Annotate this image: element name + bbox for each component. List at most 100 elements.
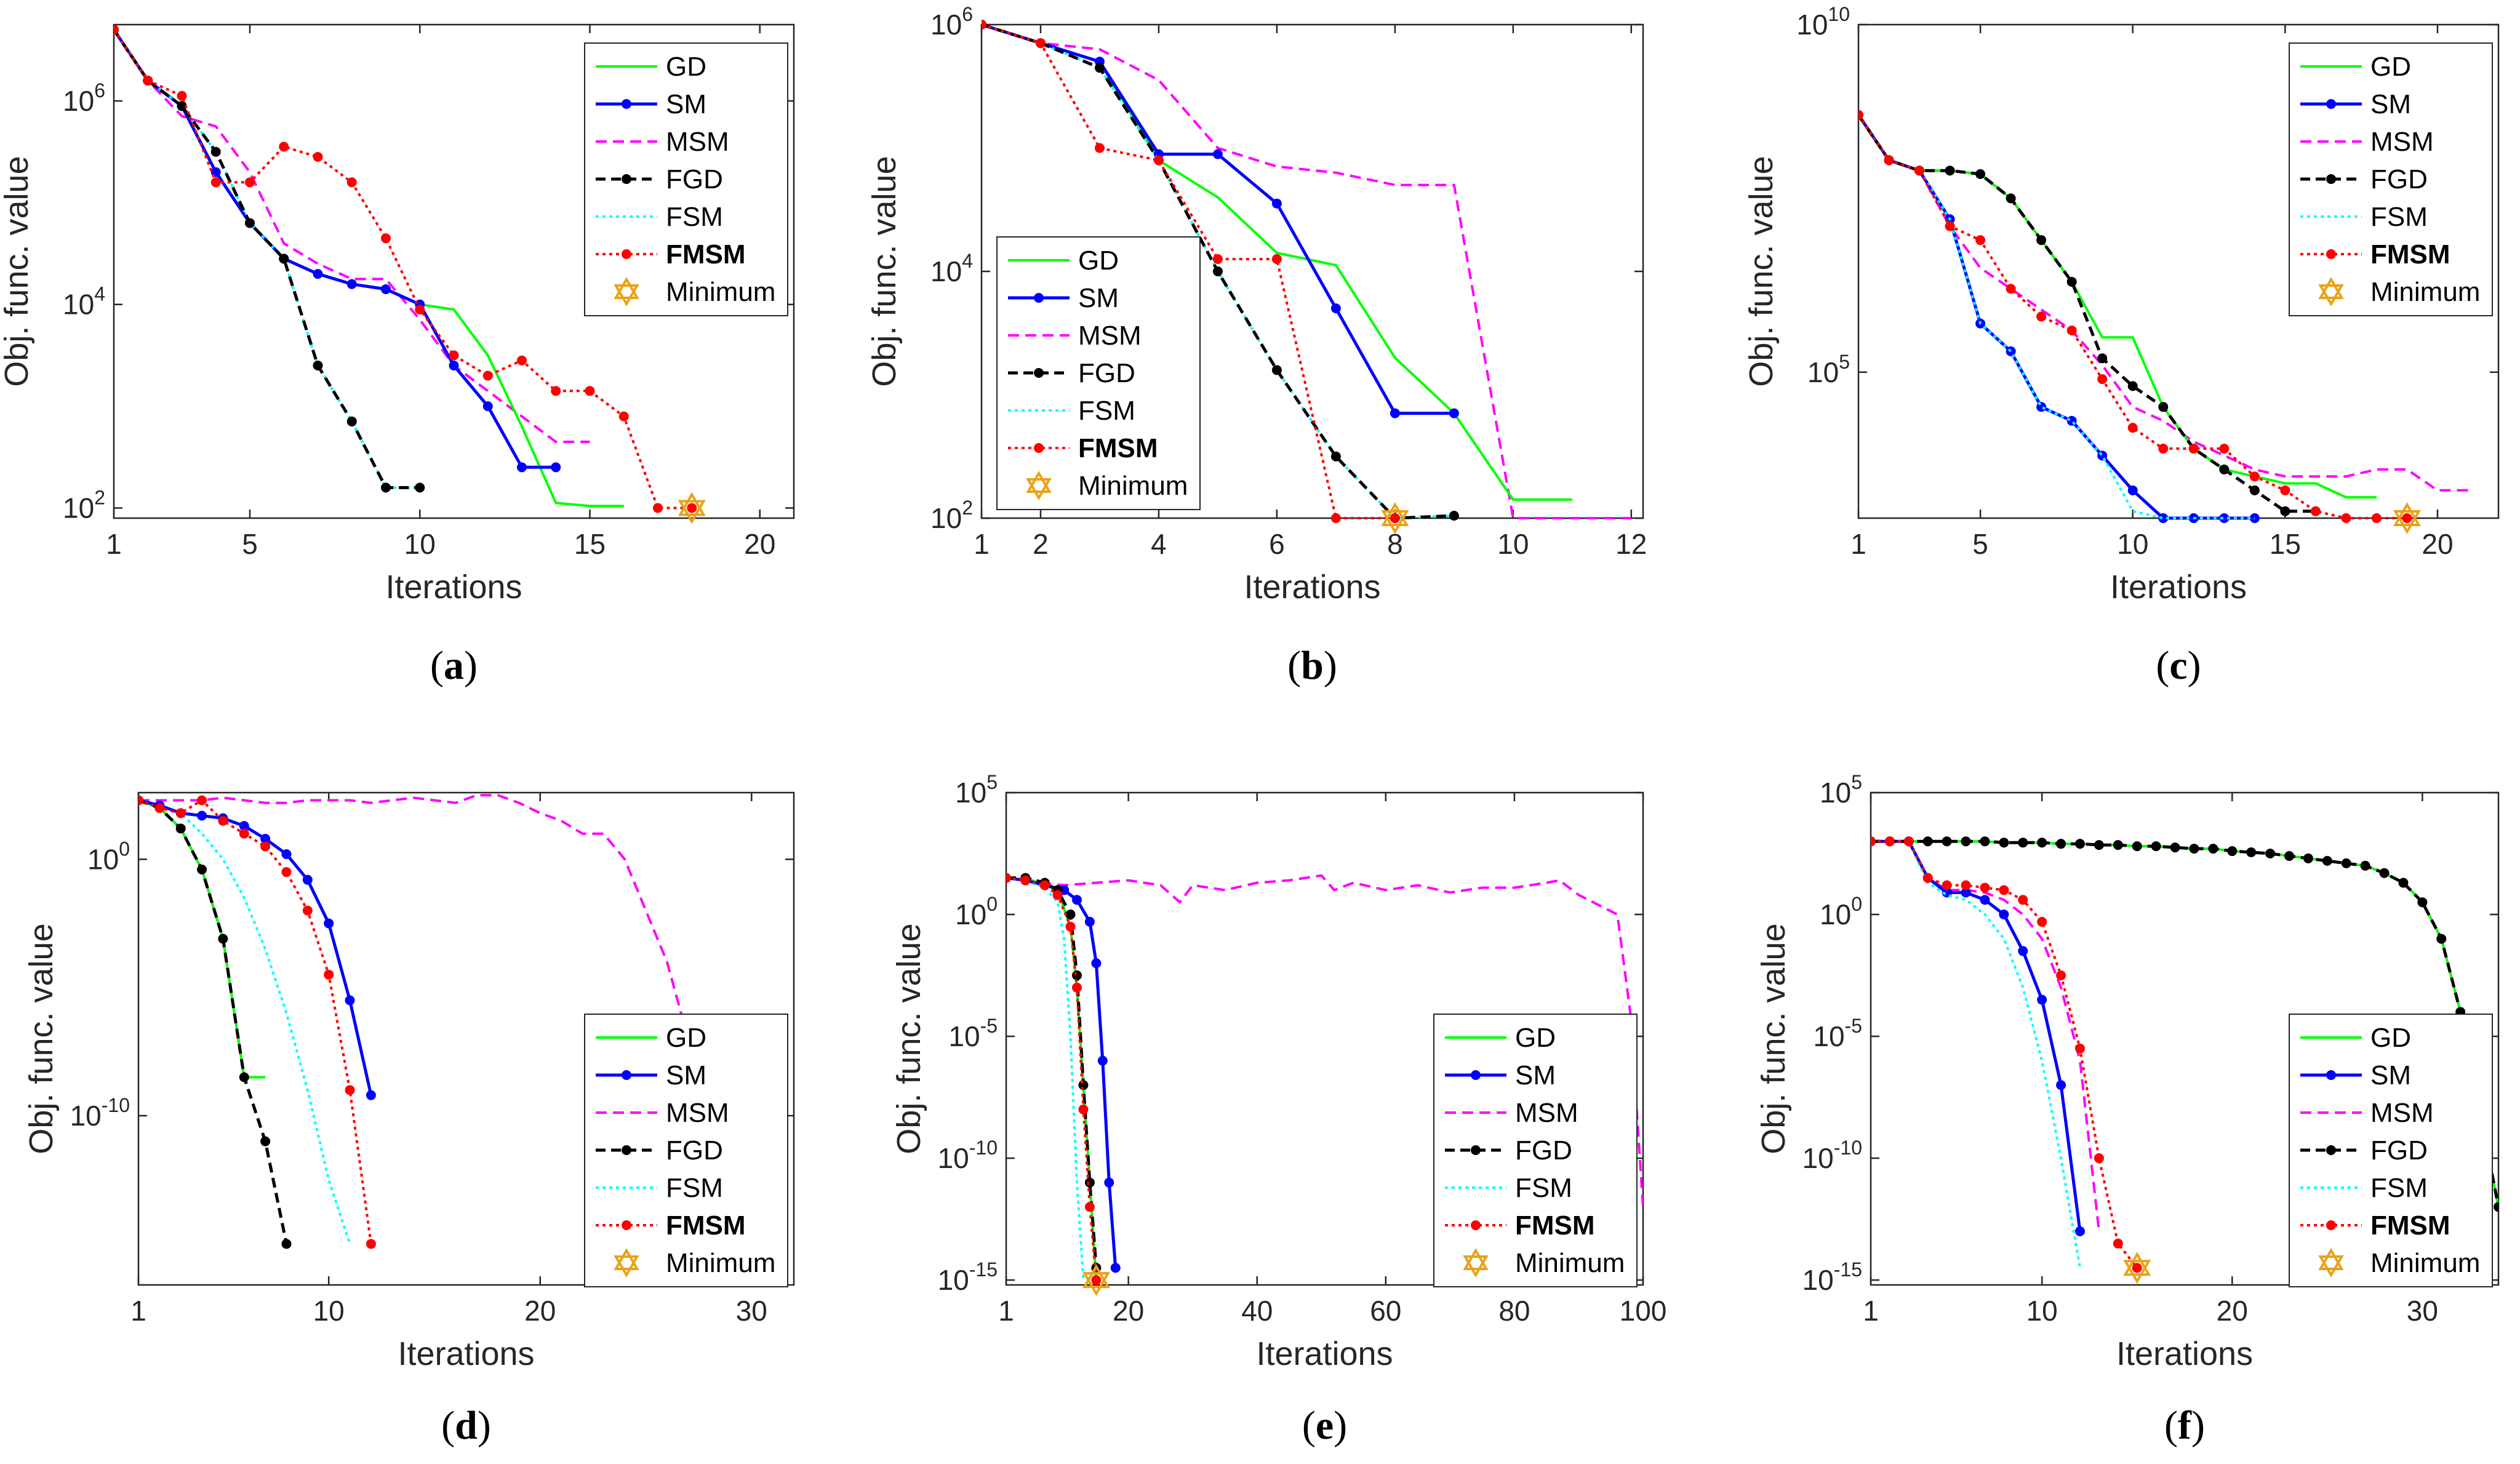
legend-label-fgd: FGD [1078, 358, 1135, 388]
series-line-fmsm [114, 29, 692, 510]
point-fmsm [1094, 143, 1105, 153]
x-tick-label: 20 [1113, 1295, 1144, 1327]
point-fgd [2094, 840, 2104, 850]
point-fmsm [245, 177, 255, 188]
point-fgd [2265, 849, 2276, 859]
panel-f: 1 10 20 30 105 100 10-5 10-10 10-15 Iterations Obj… [1755, 771, 2500, 1448]
point-fgd [2066, 276, 2077, 287]
legend-minimum-icon [614, 276, 639, 307]
x-tick-label: 20 [524, 1295, 556, 1327]
legend-label-msm: MSM [2370, 127, 2434, 157]
point-fmsm [2371, 513, 2382, 523]
legend-label-fmsm: FMSM [1078, 433, 1158, 463]
x-axis-label: Iterations [385, 569, 522, 606]
legend-minimum-icon [1026, 470, 1052, 501]
point-sm [197, 810, 207, 821]
point-fmsm [2188, 444, 2199, 454]
legend-marker-fmsm [622, 1220, 631, 1230]
y-tick-label: 100 [1820, 893, 1862, 930]
point-sm [2219, 513, 2230, 523]
point-fmsm [1212, 254, 1223, 264]
point-fgd [2494, 1202, 2498, 1212]
minimum-marker [1082, 1264, 1110, 1297]
y-tick-label: 104 [63, 283, 105, 321]
point-fmsm [2097, 374, 2108, 385]
point-sm [551, 462, 561, 473]
point-fmsm [345, 1085, 355, 1095]
point-fgd [260, 1136, 271, 1146]
point-fgd [1999, 838, 2009, 848]
point-fgd [218, 934, 228, 944]
point-fmsm [1078, 1104, 1089, 1114]
legend-label-sm: SM [1078, 283, 1119, 313]
y-tick-label: 10-10 [70, 1094, 130, 1132]
point-fmsm [1945, 221, 1955, 231]
point-fmsm [281, 867, 292, 878]
point-sm [2056, 1080, 2066, 1090]
series-line-sm [114, 28, 556, 469]
point-fgd [2360, 860, 2370, 871]
legend-label-fgd: FGD [1515, 1135, 1572, 1166]
point-sm [366, 1090, 376, 1100]
y-tick-label: 104 [930, 250, 973, 287]
point-fmsm [2113, 1238, 2123, 1249]
legend-minimum-icon [2318, 1247, 2344, 1278]
point-sm [2066, 415, 2077, 426]
y-tick-label: 105 [1807, 351, 1850, 388]
legend-label-fgd: FGD [666, 1135, 723, 1166]
point-fgd [2113, 840, 2123, 850]
point-fgd [1975, 169, 1986, 179]
legend-label-fmsm: FMSM [2370, 239, 2450, 270]
legend-marker-fgd [622, 174, 631, 184]
point-fgd [1065, 910, 1076, 920]
point-sm [1091, 958, 1102, 969]
legend-label-sm: SM [2370, 1060, 2411, 1090]
point-sm [1449, 408, 1459, 418]
point-fmsm [1980, 882, 1990, 893]
legend-marker-fgd [1471, 1145, 1481, 1155]
point-fgd [2303, 853, 2313, 863]
legend-label-fgd: FGD [2370, 164, 2428, 194]
point-fgd [2158, 402, 2169, 412]
y-tick-label: 10-10 [938, 1137, 998, 1174]
legend-label-fsm: FSM [666, 202, 723, 232]
point-fgd [1980, 836, 1990, 847]
x-tick-label: 2 [1033, 528, 1049, 560]
point-sm [313, 269, 323, 279]
legend-marker-sm [2326, 1070, 2336, 1080]
legend-label-gd: GD [666, 52, 706, 82]
point-fgd [2341, 858, 2351, 868]
legend-marker-fmsm [1034, 443, 1044, 453]
y-tick-label: 10-5 [948, 1015, 998, 1052]
point-sm [346, 279, 357, 289]
point-fmsm [302, 905, 313, 916]
legend: GD SM MSM FGD FSM FMSM Minimum [584, 1014, 788, 1287]
x-tick-label: 30 [736, 1295, 767, 1327]
series-line-fgd [1858, 114, 2316, 513]
legend-label-sm: SM [1515, 1060, 1556, 1090]
point-fmsm [2006, 284, 2016, 294]
y-tick-label: 100 [87, 838, 130, 875]
series-line-msm [114, 29, 590, 443]
minimum-marker [2123, 1252, 2151, 1284]
point-fgd [2097, 353, 2108, 364]
point-fgd [1330, 451, 1341, 462]
legend-label-sm: SM [666, 1060, 706, 1090]
point-fgd [2056, 839, 2066, 849]
point-sm [1212, 149, 1223, 159]
point-fgd [2132, 841, 2142, 852]
point-fgd [1449, 510, 1459, 521]
point-fgd [1961, 836, 1971, 847]
point-sm [1072, 895, 1082, 905]
legend-label-msm: MSM [1078, 321, 1142, 351]
legend-marker-fmsm [1471, 1220, 1481, 1230]
x-tick-label: 1 [130, 1295, 146, 1327]
point-fmsm [313, 151, 323, 162]
point-sm [1271, 198, 1282, 209]
legend-label-fmsm: FMSM [2370, 1210, 2450, 1241]
point-fgd [2246, 847, 2257, 858]
legend-label-fgd: FGD [2370, 1135, 2428, 1166]
legend-label-sm: SM [2370, 89, 2411, 119]
legend-label-fmsm: FMSM [666, 1210, 746, 1241]
y-tick-label: 1010 [1796, 3, 1850, 41]
